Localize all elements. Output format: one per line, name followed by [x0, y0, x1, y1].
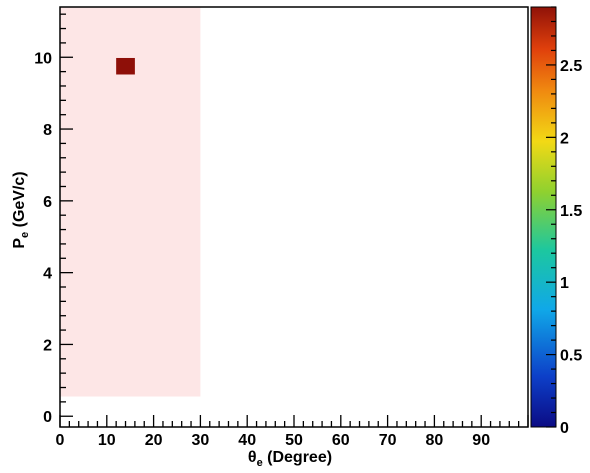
y-tick-label: 4 — [43, 266, 52, 283]
y-tick-label: 10 — [34, 50, 52, 67]
heatmap-cell — [116, 57, 135, 75]
colorbar-ticks: 0 0.5 1 1.5 2 2.5 — [546, 6, 582, 437]
heatmap-cells — [116, 57, 135, 75]
x-axis-ticks: 0 10 20 30 40 50 60 70 80 90 — [56, 415, 529, 449]
y-axis-label: Pe (GeV/c) — [11, 171, 31, 248]
colorbar — [530, 6, 557, 428]
y-tick-label: 0 — [43, 409, 52, 426]
x-tick-label: 10 — [98, 432, 116, 449]
colorbar-tick-label: 2.5 — [560, 58, 582, 75]
x-tick-label: 90 — [472, 432, 490, 449]
x-tick-label: 40 — [238, 432, 256, 449]
colorbar-tick-label: 0.5 — [560, 348, 582, 365]
y-axis-ticks: 0 2 4 6 8 10 — [34, 13, 73, 426]
y-tick-label: 8 — [43, 122, 52, 139]
colorbar-tick-label: 1.5 — [560, 203, 582, 220]
colorbar-tick-label: 1 — [560, 275, 569, 292]
x-axis-label: θe (Degree) — [248, 449, 332, 468]
x-tick-label: 60 — [332, 432, 350, 449]
x-tick-label: 70 — [379, 432, 397, 449]
x-tick-label: 80 — [426, 432, 444, 449]
x-tick-label: 20 — [145, 432, 163, 449]
colorbar-tick-label: 0 — [560, 420, 569, 437]
colorbar-tick-label: 2 — [560, 130, 569, 147]
y-tick-label: 2 — [43, 337, 52, 354]
x-tick-label: 50 — [285, 432, 303, 449]
x-tick-label: 0 — [56, 432, 65, 449]
y-tick-label: 6 — [43, 194, 52, 211]
x-tick-label: 30 — [192, 432, 210, 449]
